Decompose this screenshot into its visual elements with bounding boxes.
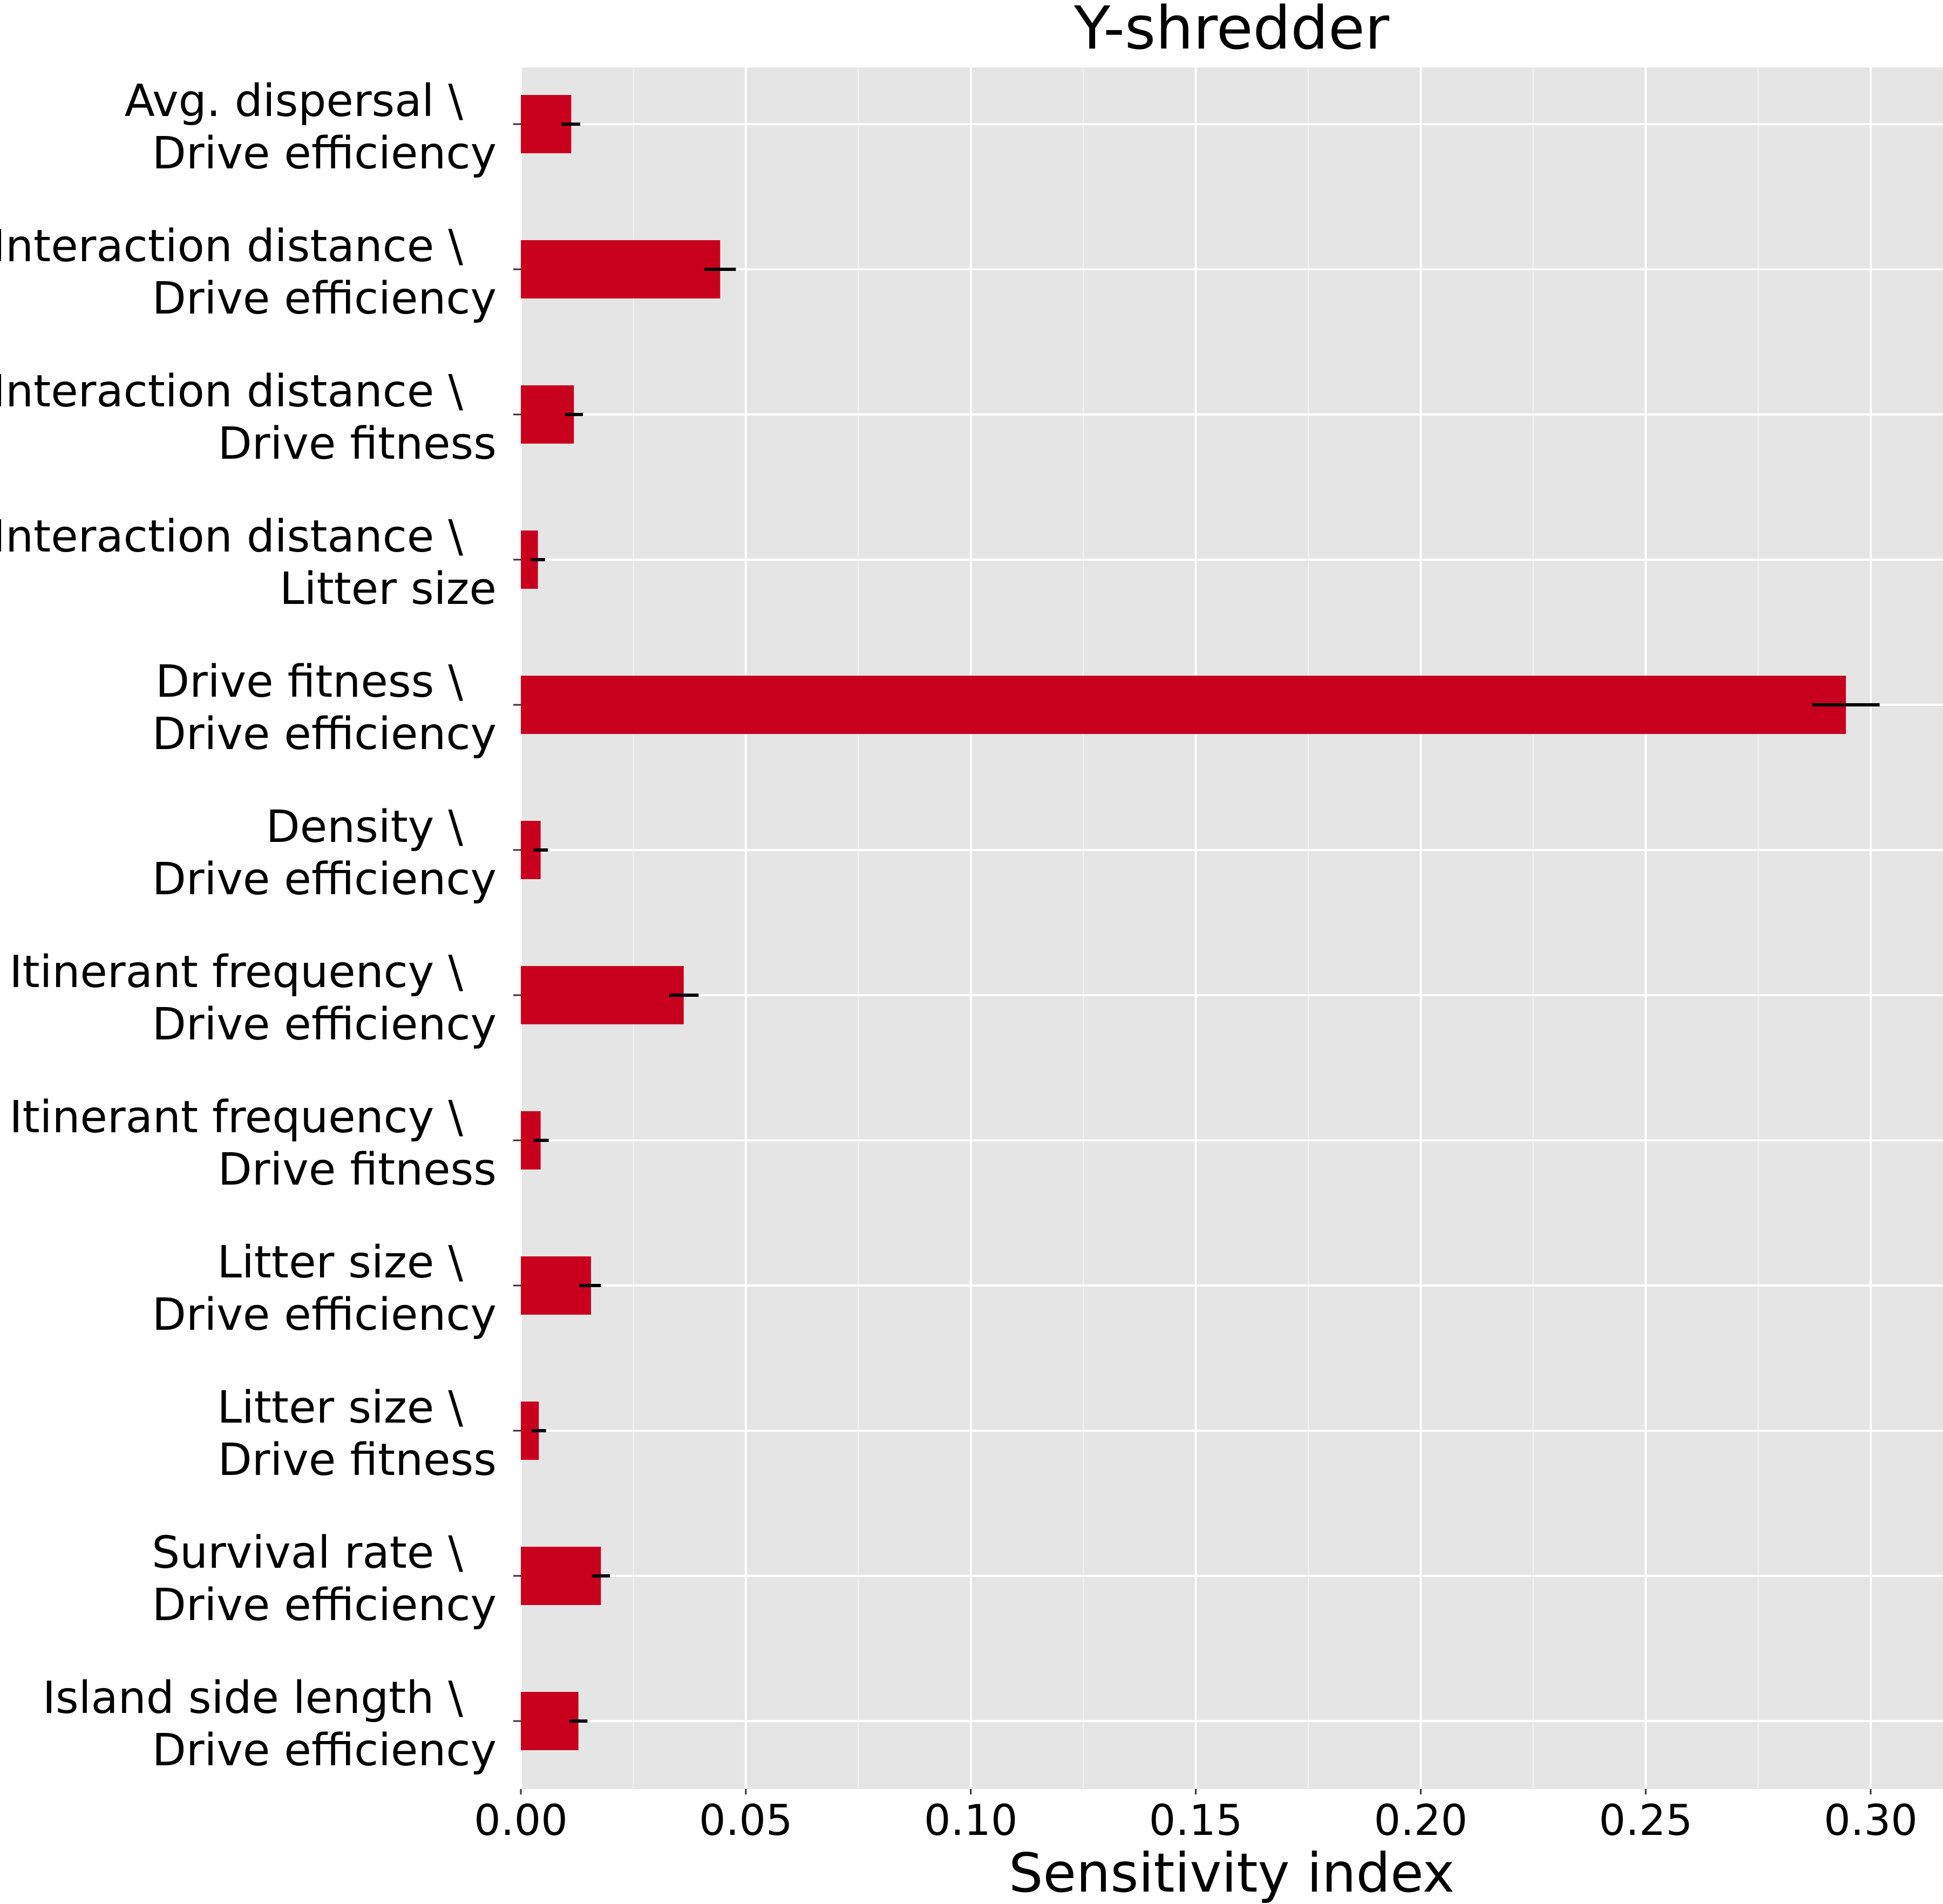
bar (521, 1692, 579, 1750)
category-label-line-2: Drive efficiency (152, 1289, 497, 1341)
x-axis-tick-labels: 0.00 0.05 0.10 0.15 0.20 0.25 0.30 (474, 1789, 1918, 1845)
category-label-line-2: Drive efficiency (152, 273, 497, 324)
plot-panel (521, 67, 1943, 1789)
category-label-line-1: Interaction distance \ (0, 366, 463, 417)
category-label-line-2: Drive fitness (218, 1144, 497, 1195)
category-label-line-2: Drive efficiency (152, 854, 497, 905)
y-axis-category-labels: Avg. dispersal \Drive efficiencyInteract… (0, 76, 497, 1776)
x-tick-label: 0.15 (1149, 1797, 1243, 1845)
category-label-line-1: Density \ (266, 801, 464, 853)
category-label-line-1: Litter size \ (217, 1382, 463, 1433)
x-tick-label: 0.20 (1374, 1797, 1468, 1845)
category-label-line-2: Drive fitness (218, 418, 497, 470)
x-tick-label: 0.10 (924, 1797, 1018, 1845)
category-label-line-1: Survival rate \ (152, 1527, 463, 1579)
category-label-line-1: Itinerant frequency \ (9, 1092, 463, 1143)
x-tick-label: 0.05 (699, 1797, 793, 1845)
chart-title: Y-shredder (1074, 0, 1390, 63)
category-label-line-2: Litter size (280, 563, 497, 615)
category-label-line-2: Drive efficiency (152, 999, 497, 1050)
category-label-line-1: Drive fitness \ (155, 656, 463, 708)
category-label-line-1: Interaction distance \ (0, 511, 463, 562)
category-label-line-2: Drive efficiency (152, 1580, 497, 1631)
category-label-line-1: Itinerant frequency \ (9, 947, 463, 998)
category-label-line-1: Litter size \ (217, 1237, 463, 1288)
y-axis-ticks (513, 123, 521, 1722)
error-bars (531, 123, 1880, 1723)
bar (521, 240, 721, 298)
category-label-line-1: Avg. dispersal \ (125, 76, 464, 127)
category-label-line-1: Island side length \ (43, 1672, 464, 1724)
x-tick-label: 0.00 (474, 1797, 568, 1845)
bar (521, 1547, 601, 1605)
x-axis-title: Sensitivity index (1009, 1841, 1455, 1904)
bars (521, 95, 1846, 1750)
category-label-line-2: Drive efficiency (152, 709, 497, 760)
bar (521, 966, 684, 1024)
category-label-line-2: Drive efficiency (152, 128, 497, 179)
x-tick-label: 0.30 (1824, 1797, 1918, 1845)
category-label-line-2: Drive fitness (218, 1434, 497, 1486)
category-label-line-1: Interaction distance \ (0, 221, 463, 272)
bar (521, 676, 1846, 734)
x-tick-label: 0.25 (1599, 1797, 1693, 1845)
category-label-line-2: Drive efficiency (152, 1725, 497, 1776)
